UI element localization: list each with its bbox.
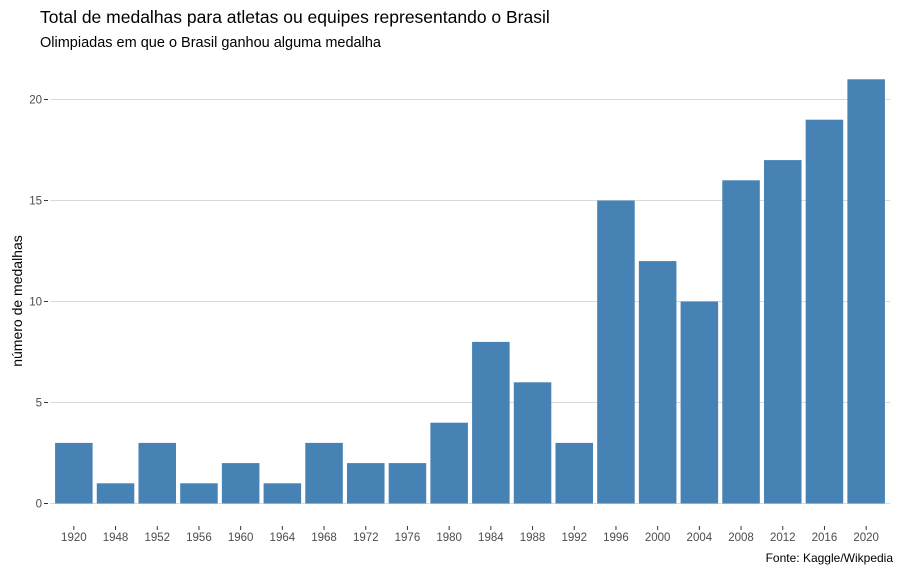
x-tick-label: 2012 (770, 532, 796, 544)
bar-1968 (305, 442, 343, 504)
bar-1992 (555, 442, 594, 504)
bar-1948 (96, 483, 135, 504)
x-tick-label: 1972 (353, 532, 379, 544)
y-axis-label: número de medalhas (9, 235, 25, 367)
bar-1980 (430, 422, 468, 504)
x-tick-label: 1920 (61, 532, 87, 544)
bar-1972 (346, 463, 385, 504)
bar-1960 (221, 463, 260, 504)
y-tick-label: 5 (36, 398, 42, 410)
bar-1956 (180, 483, 218, 504)
x-tick-label: 1948 (103, 532, 129, 544)
x-tick-label: 1952 (144, 532, 170, 544)
y-tick-label: 10 (29, 297, 42, 309)
x-tick-label: 1968 (311, 532, 337, 544)
x-tick-label: 2000 (645, 532, 671, 544)
x-tick-label: 1980 (436, 532, 462, 544)
x-tick-label: 2004 (687, 532, 713, 544)
x-tick-label: 2008 (728, 532, 754, 544)
y-tick-label: 20 (29, 95, 42, 107)
chart-subtitle: Olimpiadas em que o Brasil ganhou alguma… (40, 35, 381, 51)
bar-1976 (388, 463, 427, 504)
bar-1996 (597, 200, 635, 504)
y-tick-label: 15 (29, 196, 42, 208)
chart-caption: Fonte: Kaggle/Wikpedia (765, 551, 893, 565)
bar-2004 (680, 301, 719, 504)
bar-1952 (138, 442, 177, 504)
x-tick-label: 1988 (520, 532, 546, 544)
bar-2016 (805, 119, 844, 504)
bar-1988 (513, 382, 552, 504)
x-tick-label: 2020 (853, 532, 879, 544)
chart-title: Total de medalhas para atletas ou equipe… (40, 7, 550, 27)
y-tick-label: 0 (36, 499, 42, 511)
bar-2008 (722, 180, 760, 504)
x-tick-label: 1960 (228, 532, 254, 544)
bar-1984 (472, 341, 510, 504)
x-tick-label: 2016 (812, 532, 838, 544)
bar-2012 (763, 160, 802, 504)
x-tick-label: 1984 (478, 532, 504, 544)
x-tick-label: 1996 (603, 532, 629, 544)
x-tick-label: 1956 (186, 532, 212, 544)
bar-2020 (847, 79, 885, 504)
x-tick-label: 1976 (395, 532, 421, 544)
bar-1964 (263, 483, 302, 504)
bar-1920 (55, 442, 93, 504)
bar-2000 (638, 261, 677, 504)
x-tick-label: 1992 (561, 532, 587, 544)
x-tick-label: 1964 (270, 532, 296, 544)
